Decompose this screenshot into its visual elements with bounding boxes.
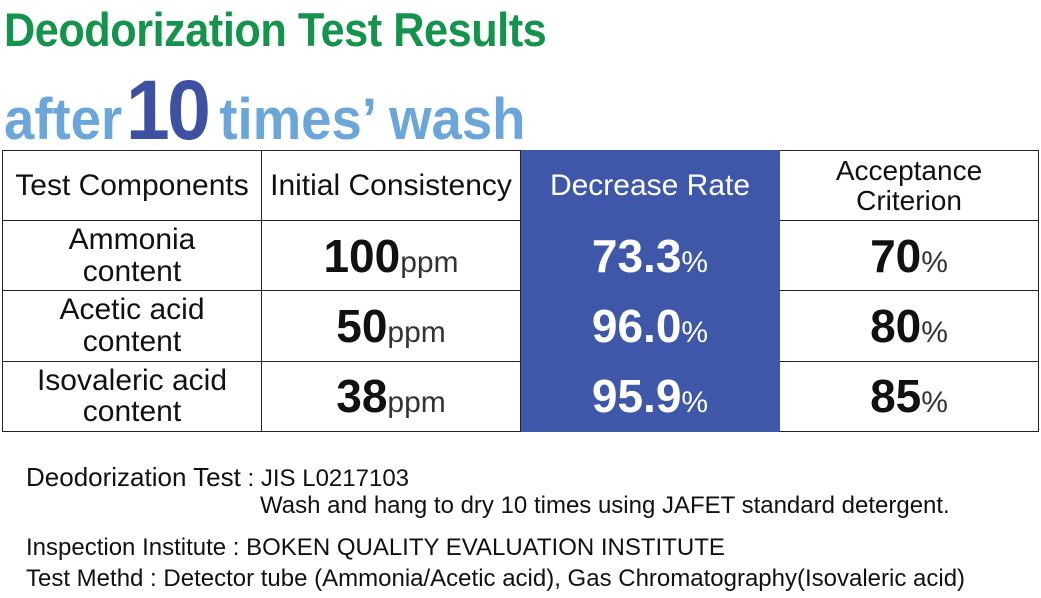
value-cell: 70% — [779, 219, 1039, 292]
note-method: Test Methd : Detector tube (Ammonia/Acet… — [26, 565, 966, 592]
subtitle: after10 times’ wash — [4, 62, 525, 159]
value-number: 70 — [870, 229, 922, 282]
value-cell: 85% — [779, 360, 1039, 433]
value-unit: % — [681, 386, 709, 420]
note-procedure: Wash and hang to dry 10 times using JAFE… — [260, 492, 950, 519]
component-cell: Isovaleric acid content — [2, 360, 262, 433]
column-header: Acceptance Criterion — [779, 150, 1039, 221]
value-cell: 38ppm — [261, 360, 521, 433]
note-test: Deodorization Test : JIS L0217103 — [26, 462, 409, 493]
value-unit: ppm — [387, 315, 446, 349]
column-header-text: Test Components — [15, 168, 249, 202]
data-row: Acetic acid content 50ppm 96.0% 80% — [2, 290, 1039, 362]
column-header-text: Decrease Rate — [549, 168, 751, 202]
value-cell: 73.3% — [520, 219, 780, 292]
value-number: 96.0 — [591, 299, 682, 352]
value-unit: % — [921, 245, 948, 279]
value-cell: 50ppm — [261, 290, 521, 362]
value-unit: % — [921, 315, 948, 349]
component-cell: Acetic acid content — [2, 290, 262, 362]
header-row: Test Components Initial Consistency Decrea… — [2, 150, 1039, 221]
value-unit: % — [921, 386, 948, 420]
value-unit: % — [681, 245, 709, 279]
column-header-text: Acceptance Criterion — [835, 155, 983, 216]
value-number: 95.9 — [591, 370, 682, 423]
value-number: 38 — [336, 370, 388, 423]
value-unit: ppm — [400, 245, 459, 279]
note-institute: Inspection Institute : BOKEN QUALITY EVA… — [26, 534, 725, 561]
value-cell: 95.9% — [520, 360, 780, 433]
value-number: 73.3 — [591, 229, 682, 282]
column-header: Initial Consistency — [261, 150, 521, 221]
note-test-value: : JIS L0217103 — [247, 465, 410, 492]
value-cell: 80% — [779, 290, 1039, 362]
subtitle-after: times’ wash — [219, 87, 526, 152]
value-cell: 100ppm — [261, 219, 521, 292]
subtitle-before: after — [4, 87, 123, 152]
column-header-text: Initial Consistency — [270, 168, 512, 202]
component-cell: Ammonia content — [2, 219, 262, 292]
value-number: 80 — [870, 299, 922, 352]
value-unit: ppm — [387, 386, 446, 420]
component-name: Isovaleric acid content — [36, 363, 228, 429]
note-test-label: Deodorization Test — [26, 462, 241, 492]
subtitle-number: 10 — [125, 63, 211, 157]
component-name: Acetic acid content — [59, 293, 205, 358]
value-cell: 96.0% — [520, 290, 780, 362]
title: Deodorization Test Results — [4, 3, 547, 56]
value-number: 85 — [870, 370, 922, 423]
data-row: Ammonia content 100ppm 73.3% 70% — [2, 219, 1039, 292]
results-table: Test Components Initial Consistency Decrea… — [2, 150, 1039, 433]
value-number: 50 — [336, 299, 388, 352]
value-unit: % — [681, 315, 709, 349]
value-number: 100 — [323, 229, 401, 282]
column-header: Test Components — [2, 150, 262, 221]
component-name: Ammonia content — [68, 223, 196, 288]
column-header: Decrease Rate — [520, 150, 780, 221]
data-row: Isovaleric acid content 38ppm 95.9% 85% — [2, 360, 1039, 433]
